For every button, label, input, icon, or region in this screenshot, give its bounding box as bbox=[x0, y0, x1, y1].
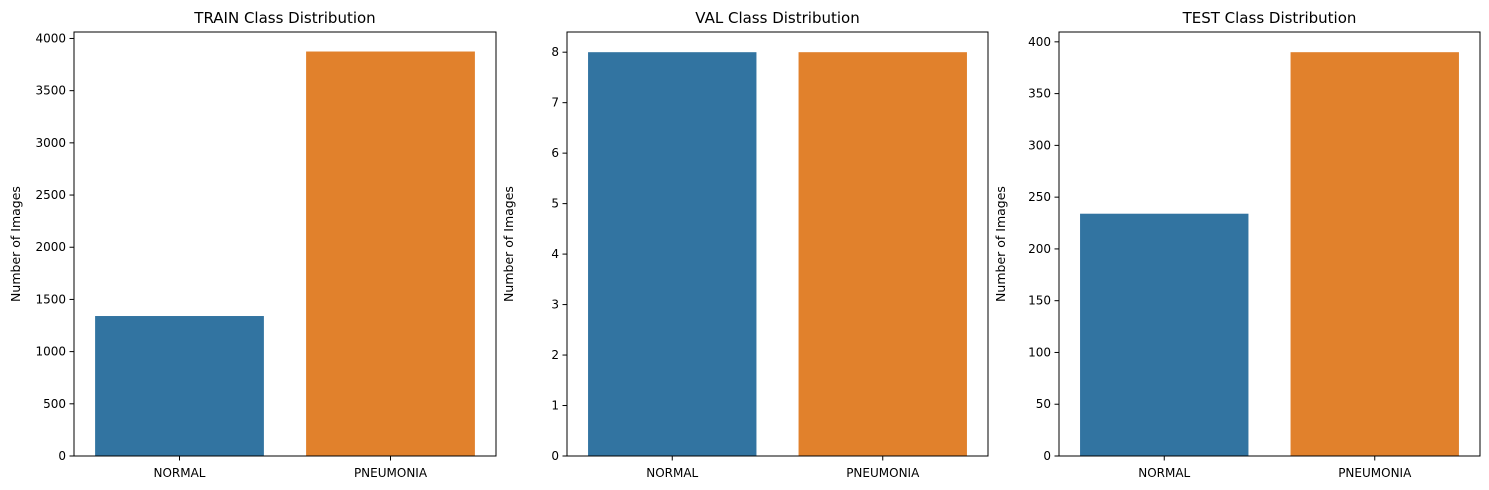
y-tick-label: 8 bbox=[551, 45, 559, 59]
y-tick-label: 4 bbox=[551, 247, 559, 261]
bar-normal bbox=[1080, 213, 1249, 456]
y-tick-label: 7 bbox=[551, 96, 559, 110]
y-tick-label: 400 bbox=[1028, 35, 1051, 49]
x-tick-label: NORMAL bbox=[646, 466, 698, 480]
y-tick-label: 0 bbox=[1043, 449, 1051, 463]
y-tick-label: 3000 bbox=[35, 136, 66, 150]
axes-frame bbox=[1058, 31, 1481, 457]
y-axis-label: Number of Images bbox=[993, 186, 1008, 302]
y-tick-label: 5 bbox=[551, 197, 559, 211]
chart-panel-3: 0 50 100 150 200 250 300 350 400 NORMAL PNEUMONIA T… bbox=[993, 9, 1481, 480]
y-tick-label: 50 bbox=[1036, 397, 1051, 411]
x-tick-label: PNEUMONIA bbox=[354, 466, 428, 480]
y-tick-label: 6 bbox=[551, 146, 559, 160]
y-tick-label: 3 bbox=[551, 298, 559, 312]
bar-normal bbox=[95, 316, 264, 456]
y-tick-label: 100 bbox=[1028, 345, 1051, 359]
y-tick-label: 350 bbox=[1028, 87, 1051, 101]
x-tick-label: NORMAL bbox=[1138, 466, 1190, 480]
chart-panel-1: 0 500 1000 1500 2000 2500 3000 3500 4000 NORMAL PN… bbox=[8, 9, 497, 480]
y-tick-label: 500 bbox=[43, 397, 66, 411]
chart-title: TRAIN Class Distribution bbox=[193, 9, 375, 27]
y-tick-label: 0 bbox=[58, 449, 66, 463]
y-tick-label: 3500 bbox=[35, 84, 66, 98]
bar-pneumonia bbox=[1290, 52, 1459, 456]
chart-title: VAL Class Distribution bbox=[695, 9, 859, 27]
chart-panel-2: 0 1 2 3 4 5 6 7 8 NORMAL PNEUMONIA VAL Class Distri… bbox=[501, 9, 989, 480]
y-tick-label: 2500 bbox=[35, 188, 66, 202]
x-tick-label: NORMAL bbox=[153, 466, 205, 480]
y-axis-label: Number of Images bbox=[501, 186, 516, 302]
axes-frame bbox=[73, 31, 497, 457]
y-tick-label: 1 bbox=[551, 399, 559, 413]
x-tick-label: PNEUMONIA bbox=[1338, 466, 1412, 480]
y-tick-label: 2000 bbox=[35, 240, 66, 254]
bar-pneumonia bbox=[798, 52, 967, 456]
axes-frame bbox=[566, 31, 989, 457]
x-tick-label: PNEUMONIA bbox=[846, 466, 920, 480]
y-tick-label: 1500 bbox=[35, 292, 66, 306]
bar-pneumonia bbox=[306, 51, 475, 457]
y-tick-label: 150 bbox=[1028, 294, 1051, 308]
bar-normal bbox=[588, 52, 757, 456]
y-tick-label: 0 bbox=[551, 449, 559, 463]
y-tick-label: 250 bbox=[1028, 190, 1051, 204]
y-tick-label: 1000 bbox=[35, 345, 66, 359]
y-tick-label: 4000 bbox=[35, 31, 66, 45]
chart-title: TEST Class Distribution bbox=[1182, 9, 1357, 27]
y-axis-label: Number of Images bbox=[8, 186, 23, 302]
y-tick-label: 200 bbox=[1028, 242, 1051, 256]
y-tick-label: 300 bbox=[1028, 138, 1051, 152]
y-tick-label: 2 bbox=[551, 348, 559, 362]
